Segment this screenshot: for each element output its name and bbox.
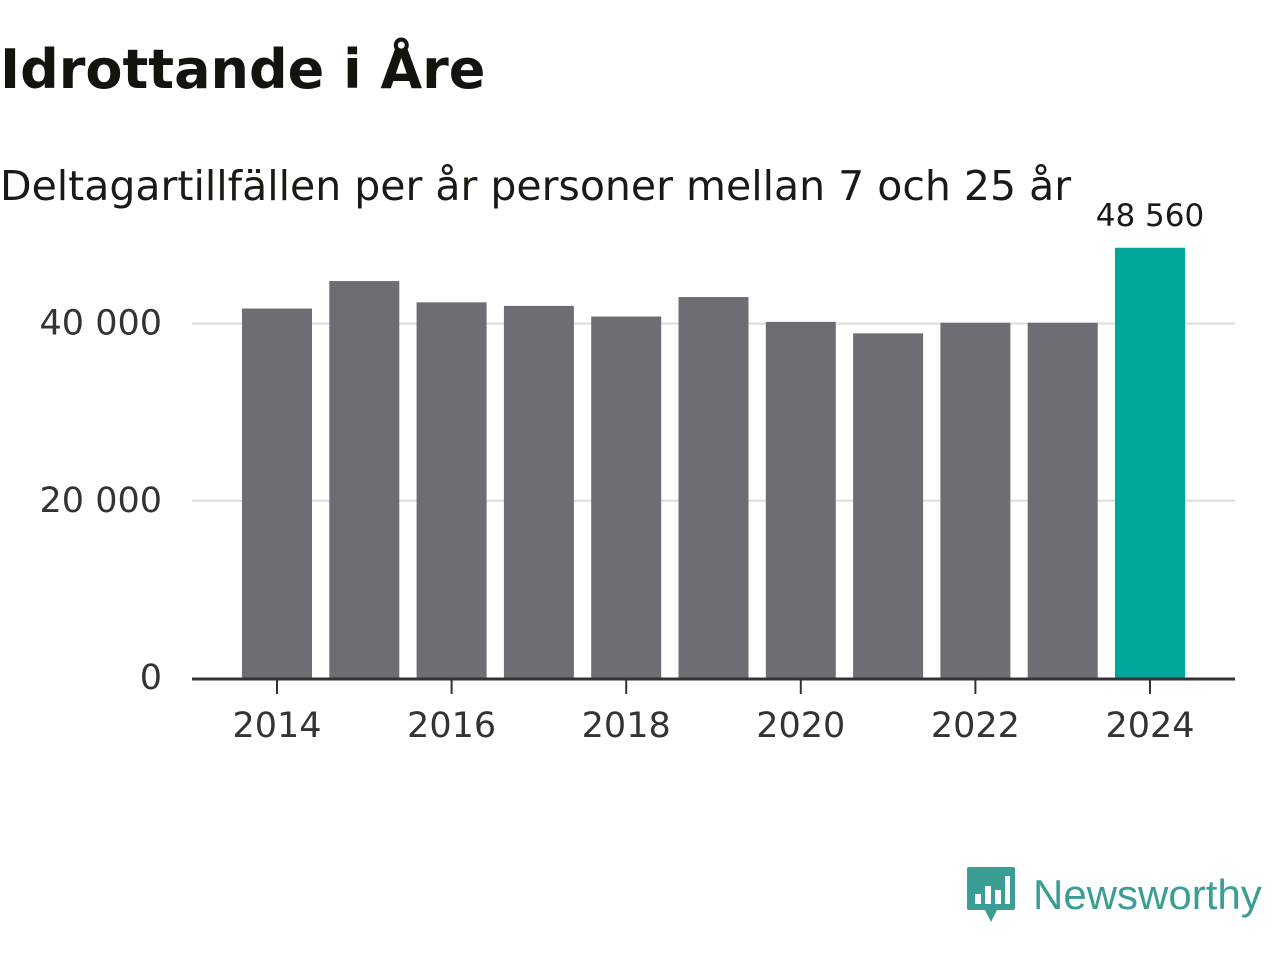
bar-2024 bbox=[1115, 247, 1185, 678]
y-axis-labels: 0 20 000 40 000 bbox=[40, 304, 162, 698]
x-tick-label: 2024 bbox=[1105, 706, 1194, 746]
newsworthy-logo-icon bbox=[967, 867, 1015, 922]
bar-2020 bbox=[765, 321, 836, 678]
bars bbox=[242, 247, 1185, 678]
x-axis bbox=[192, 677, 1235, 694]
x-axis-labels: 2014 2016 2018 2020 2022 2024 bbox=[232, 706, 1194, 746]
y-tick-label: 0 bbox=[140, 658, 162, 698]
y-tick-label: 20 000 bbox=[40, 481, 162, 521]
chart-subtitle: Deltagartillfällen per år personer mella… bbox=[0, 162, 1072, 210]
bar-2015 bbox=[329, 281, 400, 678]
chart-title: Idrottande i Åre bbox=[0, 38, 486, 101]
bar-2019 bbox=[678, 297, 749, 678]
bar-2016 bbox=[416, 302, 487, 678]
y-tick-label: 40 000 bbox=[40, 304, 162, 344]
x-tick-label: 2014 bbox=[232, 706, 321, 746]
bar-2023 bbox=[1027, 322, 1098, 678]
newsworthy-brand: Newsworthy bbox=[965, 864, 1262, 926]
x-tick-label: 2016 bbox=[407, 706, 496, 746]
bar-2021 bbox=[853, 333, 924, 678]
bar-2014 bbox=[242, 308, 312, 678]
bar-2018 bbox=[591, 316, 662, 678]
x-tick-label: 2020 bbox=[756, 706, 845, 746]
x-tick-label: 2022 bbox=[931, 706, 1020, 746]
bar-2017 bbox=[503, 305, 574, 678]
bar-2022 bbox=[940, 322, 1011, 678]
x-tick-label: 2018 bbox=[582, 706, 671, 746]
data-label-2024: 48 560 bbox=[1096, 198, 1204, 234]
data-labels: 48 560 bbox=[1096, 198, 1204, 234]
brand-name: Newsworthy bbox=[1033, 871, 1262, 918]
